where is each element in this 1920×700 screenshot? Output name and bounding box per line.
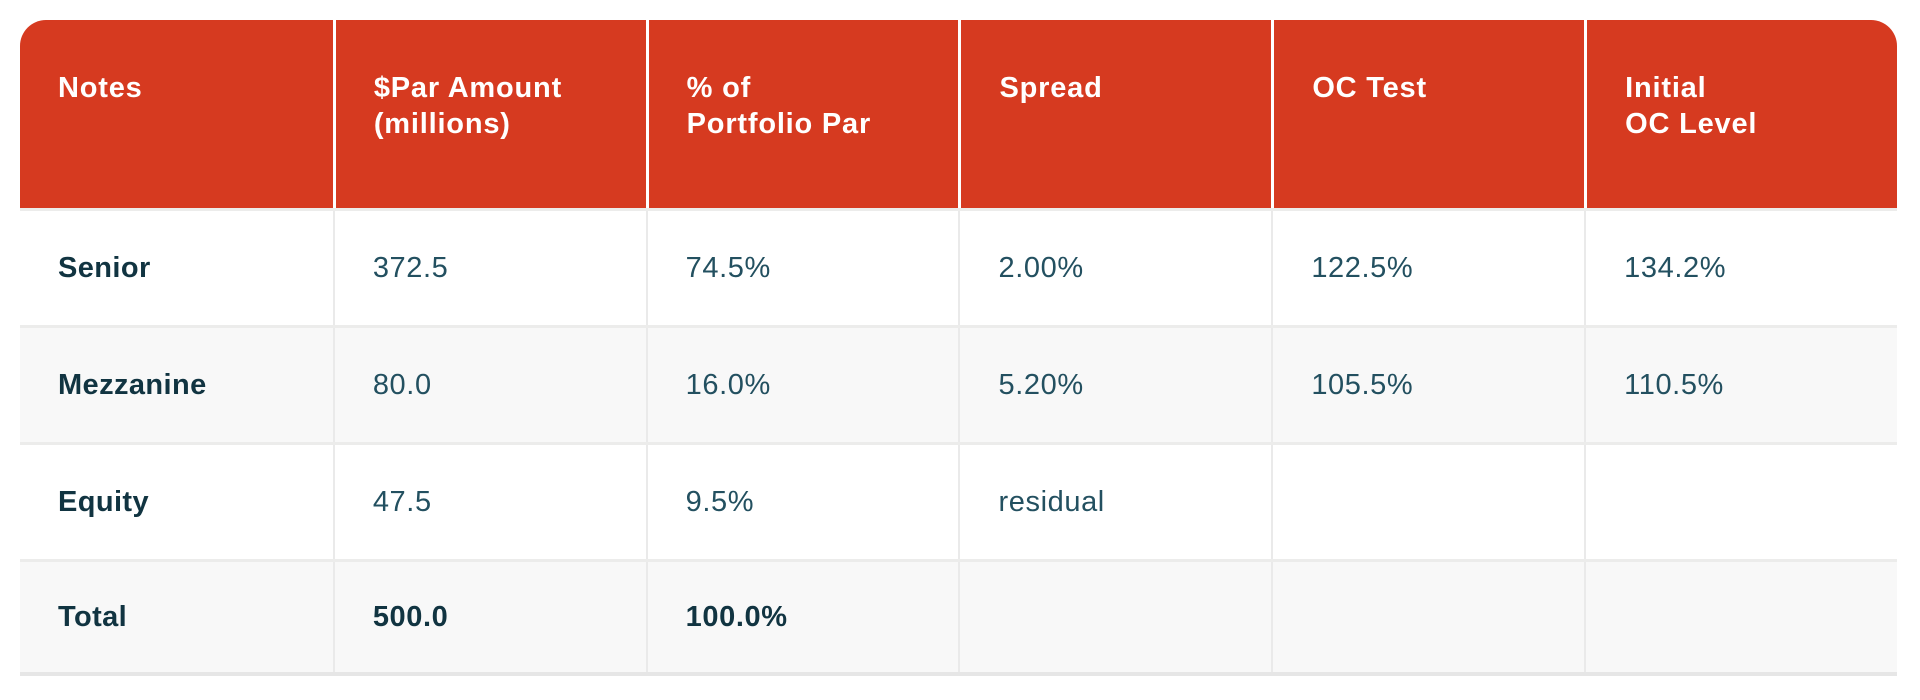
value-cell: 5.20% — [958, 328, 1271, 442]
value-cell — [1271, 445, 1584, 559]
value-cell — [1584, 562, 1897, 672]
value-cell — [1584, 445, 1897, 559]
value-cell: 47.5 — [332, 445, 646, 559]
table-row-total: Total 500.0 100.0% — [20, 559, 1897, 676]
header-cell-portfolio-par: % of Portfolio Par — [645, 20, 959, 208]
value-cell — [1271, 562, 1584, 672]
row-label-cell: Total — [58, 600, 128, 633]
value-cell: 122.5% — [1271, 211, 1584, 325]
value-cell: 110.5% — [1584, 328, 1897, 442]
row-label-cell: Mezzanine — [58, 368, 207, 401]
value-cell — [958, 562, 1271, 672]
value-cell: 9.5% — [645, 445, 959, 559]
value-cell: 372.5 — [332, 211, 646, 325]
value-cell: residual — [958, 445, 1271, 559]
value-cell: 134.2% — [1584, 211, 1897, 325]
value-cell: 16.0% — [645, 328, 959, 442]
table-header-row: Notes $Par Amount (millions) % of Portfo… — [20, 20, 1897, 208]
table-row-mezzanine: Mezzanine 80.0 16.0% 5.20% 105.5% 110.5% — [20, 325, 1897, 442]
header-cell-notes: Notes — [58, 72, 143, 104]
row-label-cell: Equity — [58, 485, 150, 518]
value-cell: 80.0 — [332, 328, 646, 442]
header-cell-spread: Spread — [958, 20, 1271, 208]
value-cell: 100.0% — [645, 562, 959, 672]
header-cell-oc-test: OC Test — [1271, 20, 1584, 208]
table-row-equity: Equity 47.5 9.5% residual — [20, 442, 1897, 559]
value-cell: 2.00% — [958, 211, 1271, 325]
row-label-cell: Senior — [58, 251, 151, 284]
value-cell: 500.0 — [332, 562, 646, 672]
header-cell-par-amount: $Par Amount (millions) — [332, 20, 646, 208]
value-cell: 74.5% — [645, 211, 959, 325]
capital-structure-table: Notes $Par Amount (millions) % of Portfo… — [20, 20, 1897, 676]
table-row-senior: Senior 372.5 74.5% 2.00% 122.5% 134.2% — [20, 208, 1897, 325]
value-cell: 105.5% — [1271, 328, 1584, 442]
header-cell-initial-oc: Initial OC Level — [1584, 20, 1897, 208]
